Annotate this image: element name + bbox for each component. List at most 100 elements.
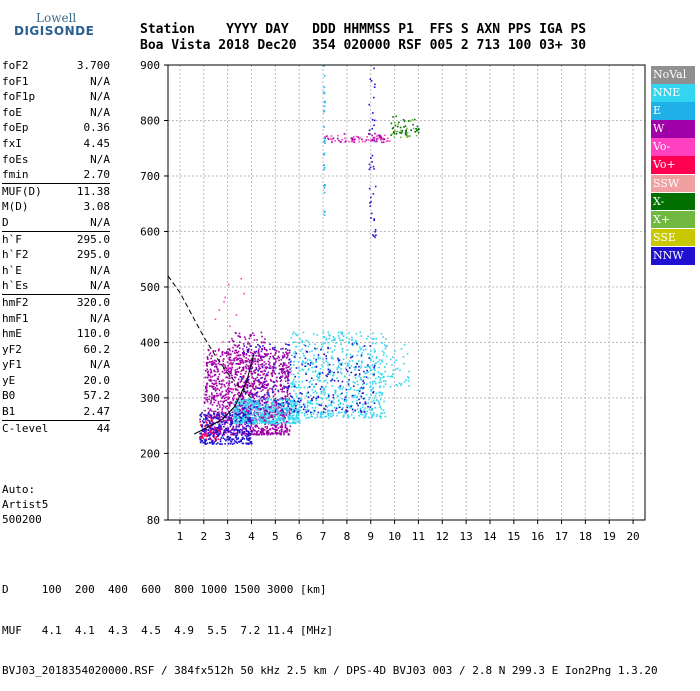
data-point: [224, 412, 227, 414]
data-point: [268, 414, 270, 416]
data-point: [250, 424, 253, 427]
data-point: [307, 410, 310, 412]
data-point: [351, 407, 354, 410]
data-point: [283, 353, 286, 356]
data-point: [258, 404, 261, 406]
data-point: [293, 399, 295, 401]
data-point: [206, 400, 209, 403]
data-point: [205, 361, 208, 364]
data-point: [222, 401, 225, 404]
data-point: [226, 416, 228, 419]
data-point: [221, 410, 223, 413]
param-row: foF1 N/A: [2, 74, 110, 90]
data-point: [284, 376, 287, 379]
data-point: [380, 417, 382, 419]
data-point: [363, 345, 366, 347]
data-point: [243, 388, 246, 391]
data-point: [318, 375, 321, 377]
data-point: [369, 386, 371, 388]
data-point: [341, 139, 343, 141]
data-point: [319, 388, 322, 390]
data-point: [257, 405, 259, 408]
data-point: [263, 341, 265, 344]
data-point: [261, 413, 263, 416]
data-point: [258, 365, 260, 368]
data-point: [375, 377, 377, 380]
data-point: [241, 431, 244, 433]
data-point: [213, 379, 216, 382]
data-point: [279, 403, 282, 406]
data-point: [230, 366, 233, 368]
data-point: [327, 138, 330, 140]
data-point: [301, 393, 303, 395]
data-point: [280, 376, 283, 378]
data-point: [324, 140, 326, 142]
data-point: [218, 423, 221, 425]
data-point: [393, 136, 396, 138]
data-point: [284, 362, 286, 365]
data-point: [267, 360, 270, 363]
data-point: [381, 393, 383, 395]
data-point: [257, 418, 260, 421]
data-point: [261, 422, 263, 424]
data-point: [258, 367, 261, 369]
data-point: [209, 431, 211, 434]
data-point: [320, 397, 322, 399]
data-point: [257, 350, 260, 352]
param-row: yF2 60.2: [2, 342, 110, 358]
data-point: [392, 373, 394, 375]
data-point: [411, 119, 414, 121]
data-point: [262, 396, 265, 399]
data-point: [402, 356, 405, 358]
data-point: [356, 395, 358, 398]
y-tick-label: 200: [140, 447, 160, 460]
data-point: [276, 376, 278, 379]
data-point: [397, 367, 399, 370]
data-point: [206, 364, 208, 367]
data-point: [212, 360, 214, 363]
data-point: [212, 435, 214, 437]
data-point: [214, 366, 216, 368]
data-point: [235, 426, 237, 428]
data-point: [211, 385, 214, 388]
data-point: [341, 408, 343, 411]
data-point: [311, 407, 314, 409]
data-point: [323, 91, 325, 93]
data-point: [366, 136, 368, 138]
data-point: [324, 100, 326, 103]
data-point: [238, 423, 241, 426]
data-point: [242, 421, 245, 423]
data-point: [213, 416, 216, 419]
data-point: [242, 391, 245, 393]
data-point: [279, 432, 281, 434]
data-point: [214, 373, 217, 376]
data-point: [233, 440, 236, 442]
data-point: [280, 414, 283, 416]
data-point: [239, 403, 242, 405]
data-point: [339, 403, 341, 405]
data-point: [221, 407, 224, 409]
data-point: [265, 417, 267, 420]
data-point: [300, 397, 302, 400]
data-point: [227, 419, 230, 421]
data-point: [337, 400, 340, 402]
data-point: [323, 86, 326, 89]
data-point: [278, 412, 281, 415]
data-point: [301, 362, 303, 365]
data-point: [371, 400, 373, 403]
data-point: [403, 362, 405, 365]
data-point: [266, 353, 268, 355]
data-point: [236, 368, 238, 371]
data-point: [376, 413, 378, 416]
data-point: [269, 433, 272, 436]
data-point: [210, 416, 213, 418]
data-point: [282, 402, 285, 404]
data-point: [210, 423, 212, 425]
data-point: [275, 403, 278, 406]
data-point: [341, 398, 344, 400]
data-point: [249, 417, 252, 419]
data-point: [234, 376, 236, 378]
data-point: [261, 419, 263, 422]
data-point: [209, 379, 212, 381]
data-point: [275, 350, 278, 352]
